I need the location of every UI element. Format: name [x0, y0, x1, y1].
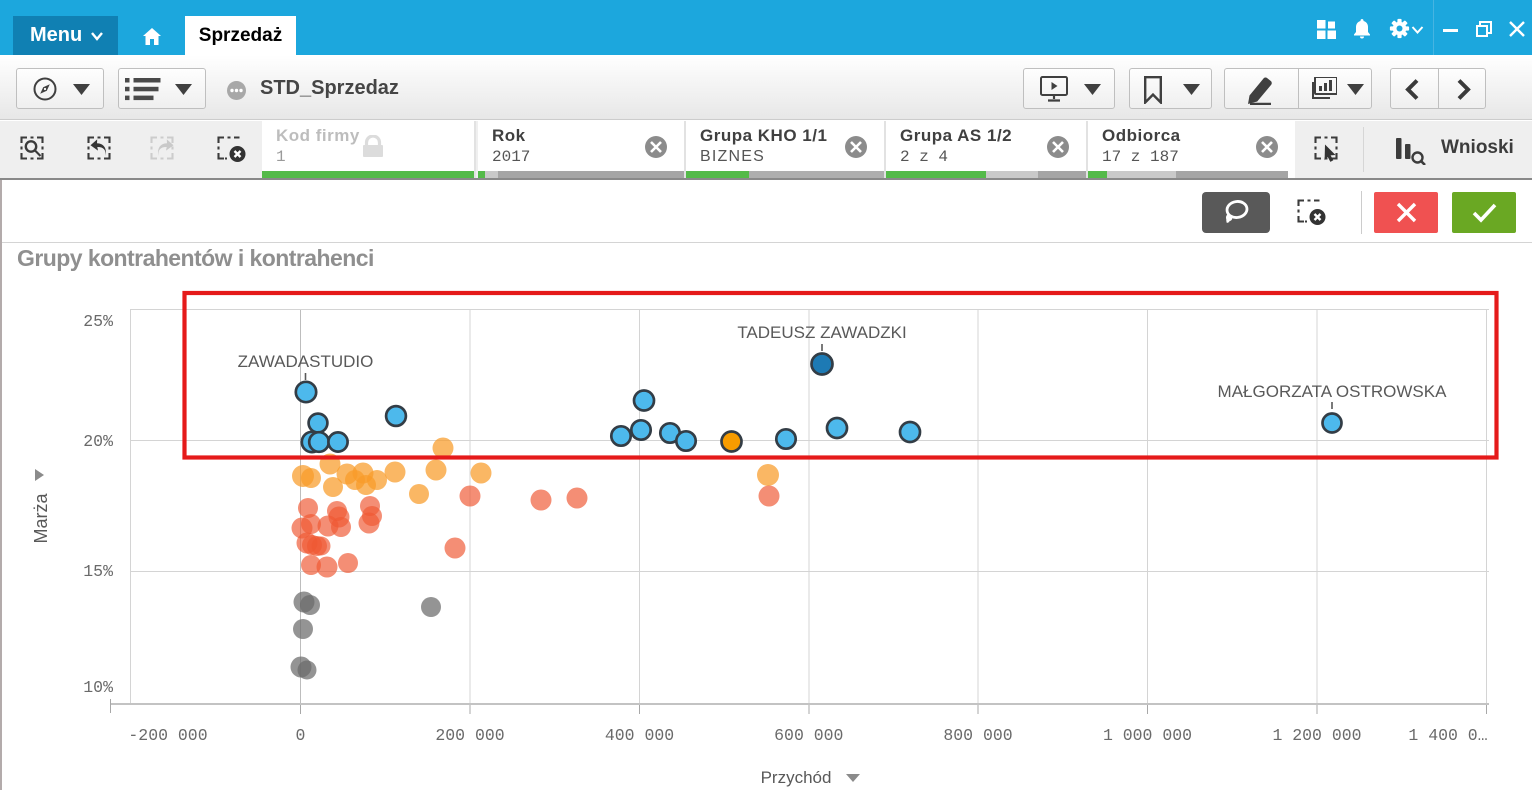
svg-text:TADEUSZ ZAWADZKI: TADEUSZ ZAWADZKI — [737, 323, 906, 342]
svg-text:600 000: 600 000 — [774, 726, 843, 745]
svg-text:1 400 0…: 1 400 0… — [1408, 726, 1487, 745]
svg-text:-200 000: -200 000 — [128, 726, 207, 745]
svg-text:Marża: Marża — [31, 493, 51, 544]
svg-text:MAŁGORZATA OSTROWSKA: MAŁGORZATA OSTROWSKA — [1218, 382, 1448, 401]
svg-text:200 000: 200 000 — [435, 726, 504, 745]
svg-text:800 000: 800 000 — [943, 726, 1012, 745]
svg-text:0: 0 — [296, 726, 306, 745]
svg-text:25%: 25% — [83, 312, 113, 331]
svg-text:20%: 20% — [83, 432, 113, 451]
svg-text:10%: 10% — [83, 678, 113, 697]
svg-text:1 200 000: 1 200 000 — [1272, 726, 1361, 745]
svg-text:15%: 15% — [83, 562, 113, 581]
svg-text:ZAWADASTUDIO: ZAWADASTUDIO — [238, 352, 374, 371]
svg-text:Przychód: Przychód — [761, 768, 832, 787]
svg-text:400 000: 400 000 — [605, 726, 674, 745]
svg-text:1 000 000: 1 000 000 — [1103, 726, 1192, 745]
